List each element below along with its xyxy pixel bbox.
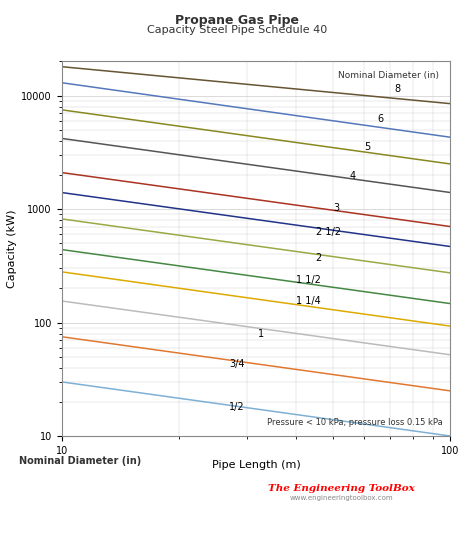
- Text: 1 1/4: 1 1/4: [296, 296, 320, 306]
- Text: 3: 3: [333, 203, 339, 213]
- Text: 2: 2: [316, 253, 322, 263]
- Text: Capacity Steel Pipe Schedule 40: Capacity Steel Pipe Schedule 40: [147, 25, 327, 35]
- Text: 3/4: 3/4: [229, 359, 245, 369]
- Text: The Engineering ToolBox: The Engineering ToolBox: [268, 484, 415, 492]
- Y-axis label: Capacity (kW): Capacity (kW): [7, 210, 17, 288]
- Text: Nominal Diameter (in): Nominal Diameter (in): [337, 71, 438, 80]
- Text: 6: 6: [378, 114, 384, 124]
- Text: 8: 8: [395, 84, 401, 94]
- Text: Pressure < 10 kPa, pressure loss 0.15 kPa: Pressure < 10 kPa, pressure loss 0.15 kP…: [267, 418, 443, 427]
- X-axis label: Pipe Length (m): Pipe Length (m): [211, 460, 301, 470]
- Text: 1: 1: [258, 329, 264, 339]
- Text: 4: 4: [349, 171, 356, 181]
- Text: Nominal Diameter (in): Nominal Diameter (in): [19, 456, 141, 466]
- Text: 1/2: 1/2: [229, 402, 245, 412]
- Text: www.engineeringtoolbox.com: www.engineeringtoolbox.com: [290, 495, 393, 501]
- Text: Propane Gas Pipe: Propane Gas Pipe: [175, 14, 299, 27]
- Text: 5: 5: [364, 143, 370, 153]
- Text: 1 1/2: 1 1/2: [296, 276, 320, 286]
- Text: 2 1/2: 2 1/2: [316, 227, 340, 237]
